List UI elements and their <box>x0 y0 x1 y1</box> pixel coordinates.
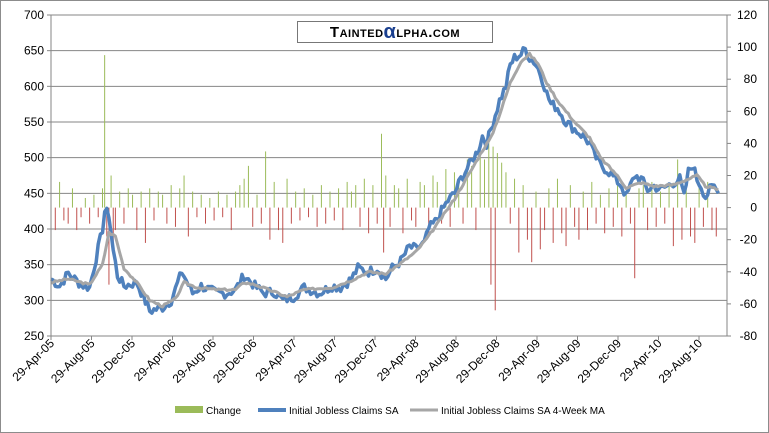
right-tick-label: 60 <box>744 104 758 118</box>
legend-item: Initial Jobless Claims SA <box>258 406 399 417</box>
left-tick-label: 600 <box>24 79 44 93</box>
left-tick-label: 550 <box>24 115 44 129</box>
right-tick-label: 80 <box>744 72 758 86</box>
legend-item: Change <box>175 406 241 417</box>
left-tick-label: 500 <box>24 151 44 165</box>
logo-alpha-glyph: α <box>383 21 397 43</box>
left-tick-label: 400 <box>24 222 44 236</box>
change-bars <box>50 55 717 311</box>
right-tick-label: 100 <box>737 40 757 54</box>
x-tick-label: 29-Dec-09 <box>575 336 625 386</box>
right-tick-label: -40 <box>740 265 758 279</box>
right-tick-label: 0 <box>750 201 757 215</box>
left-tick-label: 450 <box>24 186 44 200</box>
logo-text-before: Tainted <box>329 23 384 41</box>
left-tick-label: 700 <box>24 8 44 22</box>
left-tick-label: 250 <box>24 329 44 343</box>
right-tick-label: 40 <box>744 136 758 150</box>
legend-swatch <box>175 406 203 413</box>
x-axis-ticks: 29-Apr-0529-Aug-0529-Dec-0529-Apr-0629-A… <box>9 336 705 386</box>
right-tick-label: -20 <box>740 233 758 247</box>
legend-label: Initial Jobless Claims SA <box>289 406 399 417</box>
left-tick-label: 650 <box>24 44 44 58</box>
axes <box>50 15 728 337</box>
gridlines <box>51 14 727 337</box>
left-tick-label: 350 <box>24 258 44 272</box>
ma-line <box>50 51 719 309</box>
legend-label: Initial Jobless Claims SA 4-Week MA <box>441 406 605 417</box>
left-tick-label: 300 <box>24 293 44 307</box>
right-tick-label: 120 <box>737 8 757 22</box>
right-tick-label: -80 <box>740 329 758 343</box>
claims-line <box>50 46 720 315</box>
series-lines <box>50 46 720 315</box>
tainted-alpha-logo: Tainted α lpha.com <box>297 21 493 43</box>
logo-text-after: lpha.com <box>396 23 461 41</box>
x-tick-label: 29-Dec-05 <box>89 336 139 386</box>
x-tick-label: 29-Dec-08 <box>453 336 503 386</box>
left-axis-ticks: 700 650 600 550 500 450 400 350 300 250 <box>24 8 51 343</box>
legend-item: Initial Jobless Claims SA 4-Week MA <box>410 406 605 417</box>
legend-label: Change <box>206 406 241 417</box>
x-tick-label: 29-Aug-10 <box>656 336 706 386</box>
x-tick-label: 29-Dec-07 <box>332 336 382 386</box>
right-tick-label: 20 <box>744 169 758 183</box>
x-tick-label: 29-Dec-06 <box>210 336 260 386</box>
right-tick-label: -60 <box>740 297 758 311</box>
legend: Change Initial Jobless Claims SA Initial J… <box>175 406 605 417</box>
right-axis-ticks: 120 100 80 60 40 20 0 -20 -40 -60 -80 <box>727 8 757 343</box>
